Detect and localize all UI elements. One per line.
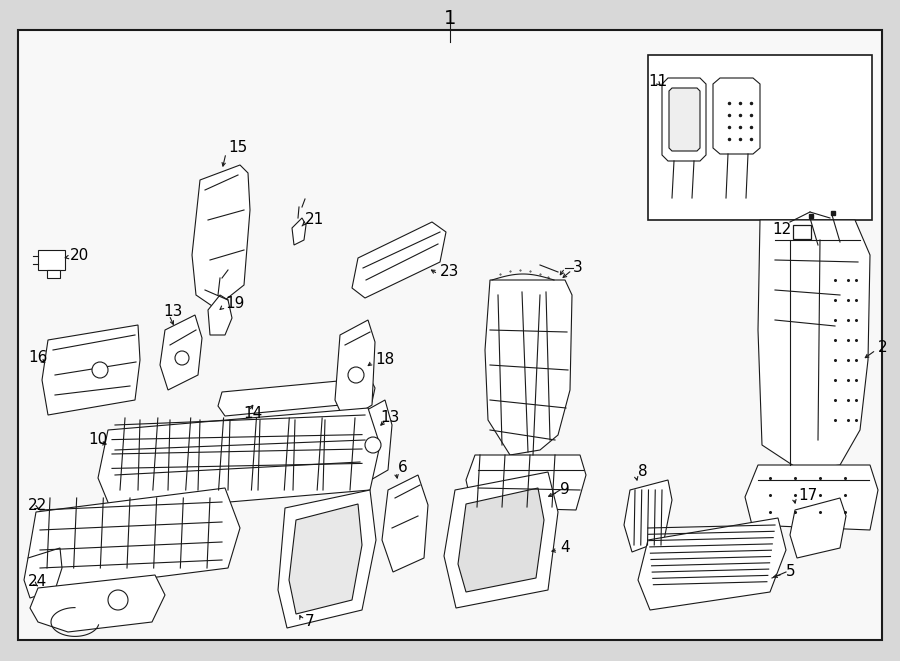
Text: 15: 15: [228, 141, 248, 155]
Polygon shape: [28, 488, 240, 592]
Polygon shape: [24, 548, 62, 598]
Text: 4: 4: [560, 541, 570, 555]
Polygon shape: [485, 280, 572, 455]
Polygon shape: [278, 490, 376, 628]
Polygon shape: [713, 78, 760, 154]
Text: 9: 9: [560, 483, 570, 498]
Polygon shape: [444, 472, 558, 608]
Polygon shape: [790, 498, 846, 558]
Text: 17: 17: [798, 488, 817, 502]
Text: 10: 10: [88, 432, 107, 447]
Polygon shape: [669, 88, 700, 151]
Text: 13: 13: [163, 303, 183, 319]
Text: 7: 7: [305, 615, 315, 629]
Polygon shape: [638, 518, 786, 610]
Text: 6: 6: [398, 461, 408, 475]
Polygon shape: [662, 78, 706, 161]
Polygon shape: [208, 295, 232, 335]
Text: 22: 22: [28, 498, 47, 512]
Polygon shape: [624, 480, 672, 552]
Bar: [793, 225, 811, 239]
Text: 16: 16: [28, 350, 48, 366]
Text: 3: 3: [573, 260, 583, 276]
Polygon shape: [42, 325, 140, 415]
Polygon shape: [98, 408, 380, 512]
Polygon shape: [758, 220, 870, 470]
Circle shape: [92, 362, 108, 378]
Polygon shape: [38, 250, 65, 270]
Polygon shape: [30, 575, 165, 632]
Text: 2: 2: [878, 340, 887, 356]
Polygon shape: [218, 378, 375, 416]
Bar: [648, 55, 872, 220]
Polygon shape: [466, 455, 586, 510]
Polygon shape: [382, 475, 428, 572]
Polygon shape: [47, 270, 60, 278]
Text: 18: 18: [375, 352, 394, 368]
Polygon shape: [292, 218, 306, 245]
Polygon shape: [160, 315, 202, 390]
Polygon shape: [289, 504, 362, 614]
Text: 24: 24: [28, 574, 47, 590]
Text: 12: 12: [772, 221, 791, 237]
Polygon shape: [192, 165, 250, 308]
Polygon shape: [745, 465, 878, 530]
Polygon shape: [335, 320, 375, 422]
Text: 14: 14: [243, 405, 262, 420]
Polygon shape: [352, 222, 446, 298]
Text: 23: 23: [440, 264, 459, 280]
Text: 11: 11: [648, 75, 667, 89]
Circle shape: [108, 590, 128, 610]
Text: 20: 20: [70, 247, 89, 262]
Text: 8: 8: [638, 465, 648, 479]
Polygon shape: [458, 488, 544, 592]
Text: 1: 1: [444, 9, 456, 28]
Text: 21: 21: [305, 212, 324, 227]
Circle shape: [365, 437, 381, 453]
Text: 5: 5: [786, 564, 796, 580]
Polygon shape: [354, 400, 392, 485]
Text: 19: 19: [225, 295, 245, 311]
Circle shape: [175, 351, 189, 365]
Circle shape: [348, 367, 364, 383]
Text: 13: 13: [380, 410, 400, 426]
